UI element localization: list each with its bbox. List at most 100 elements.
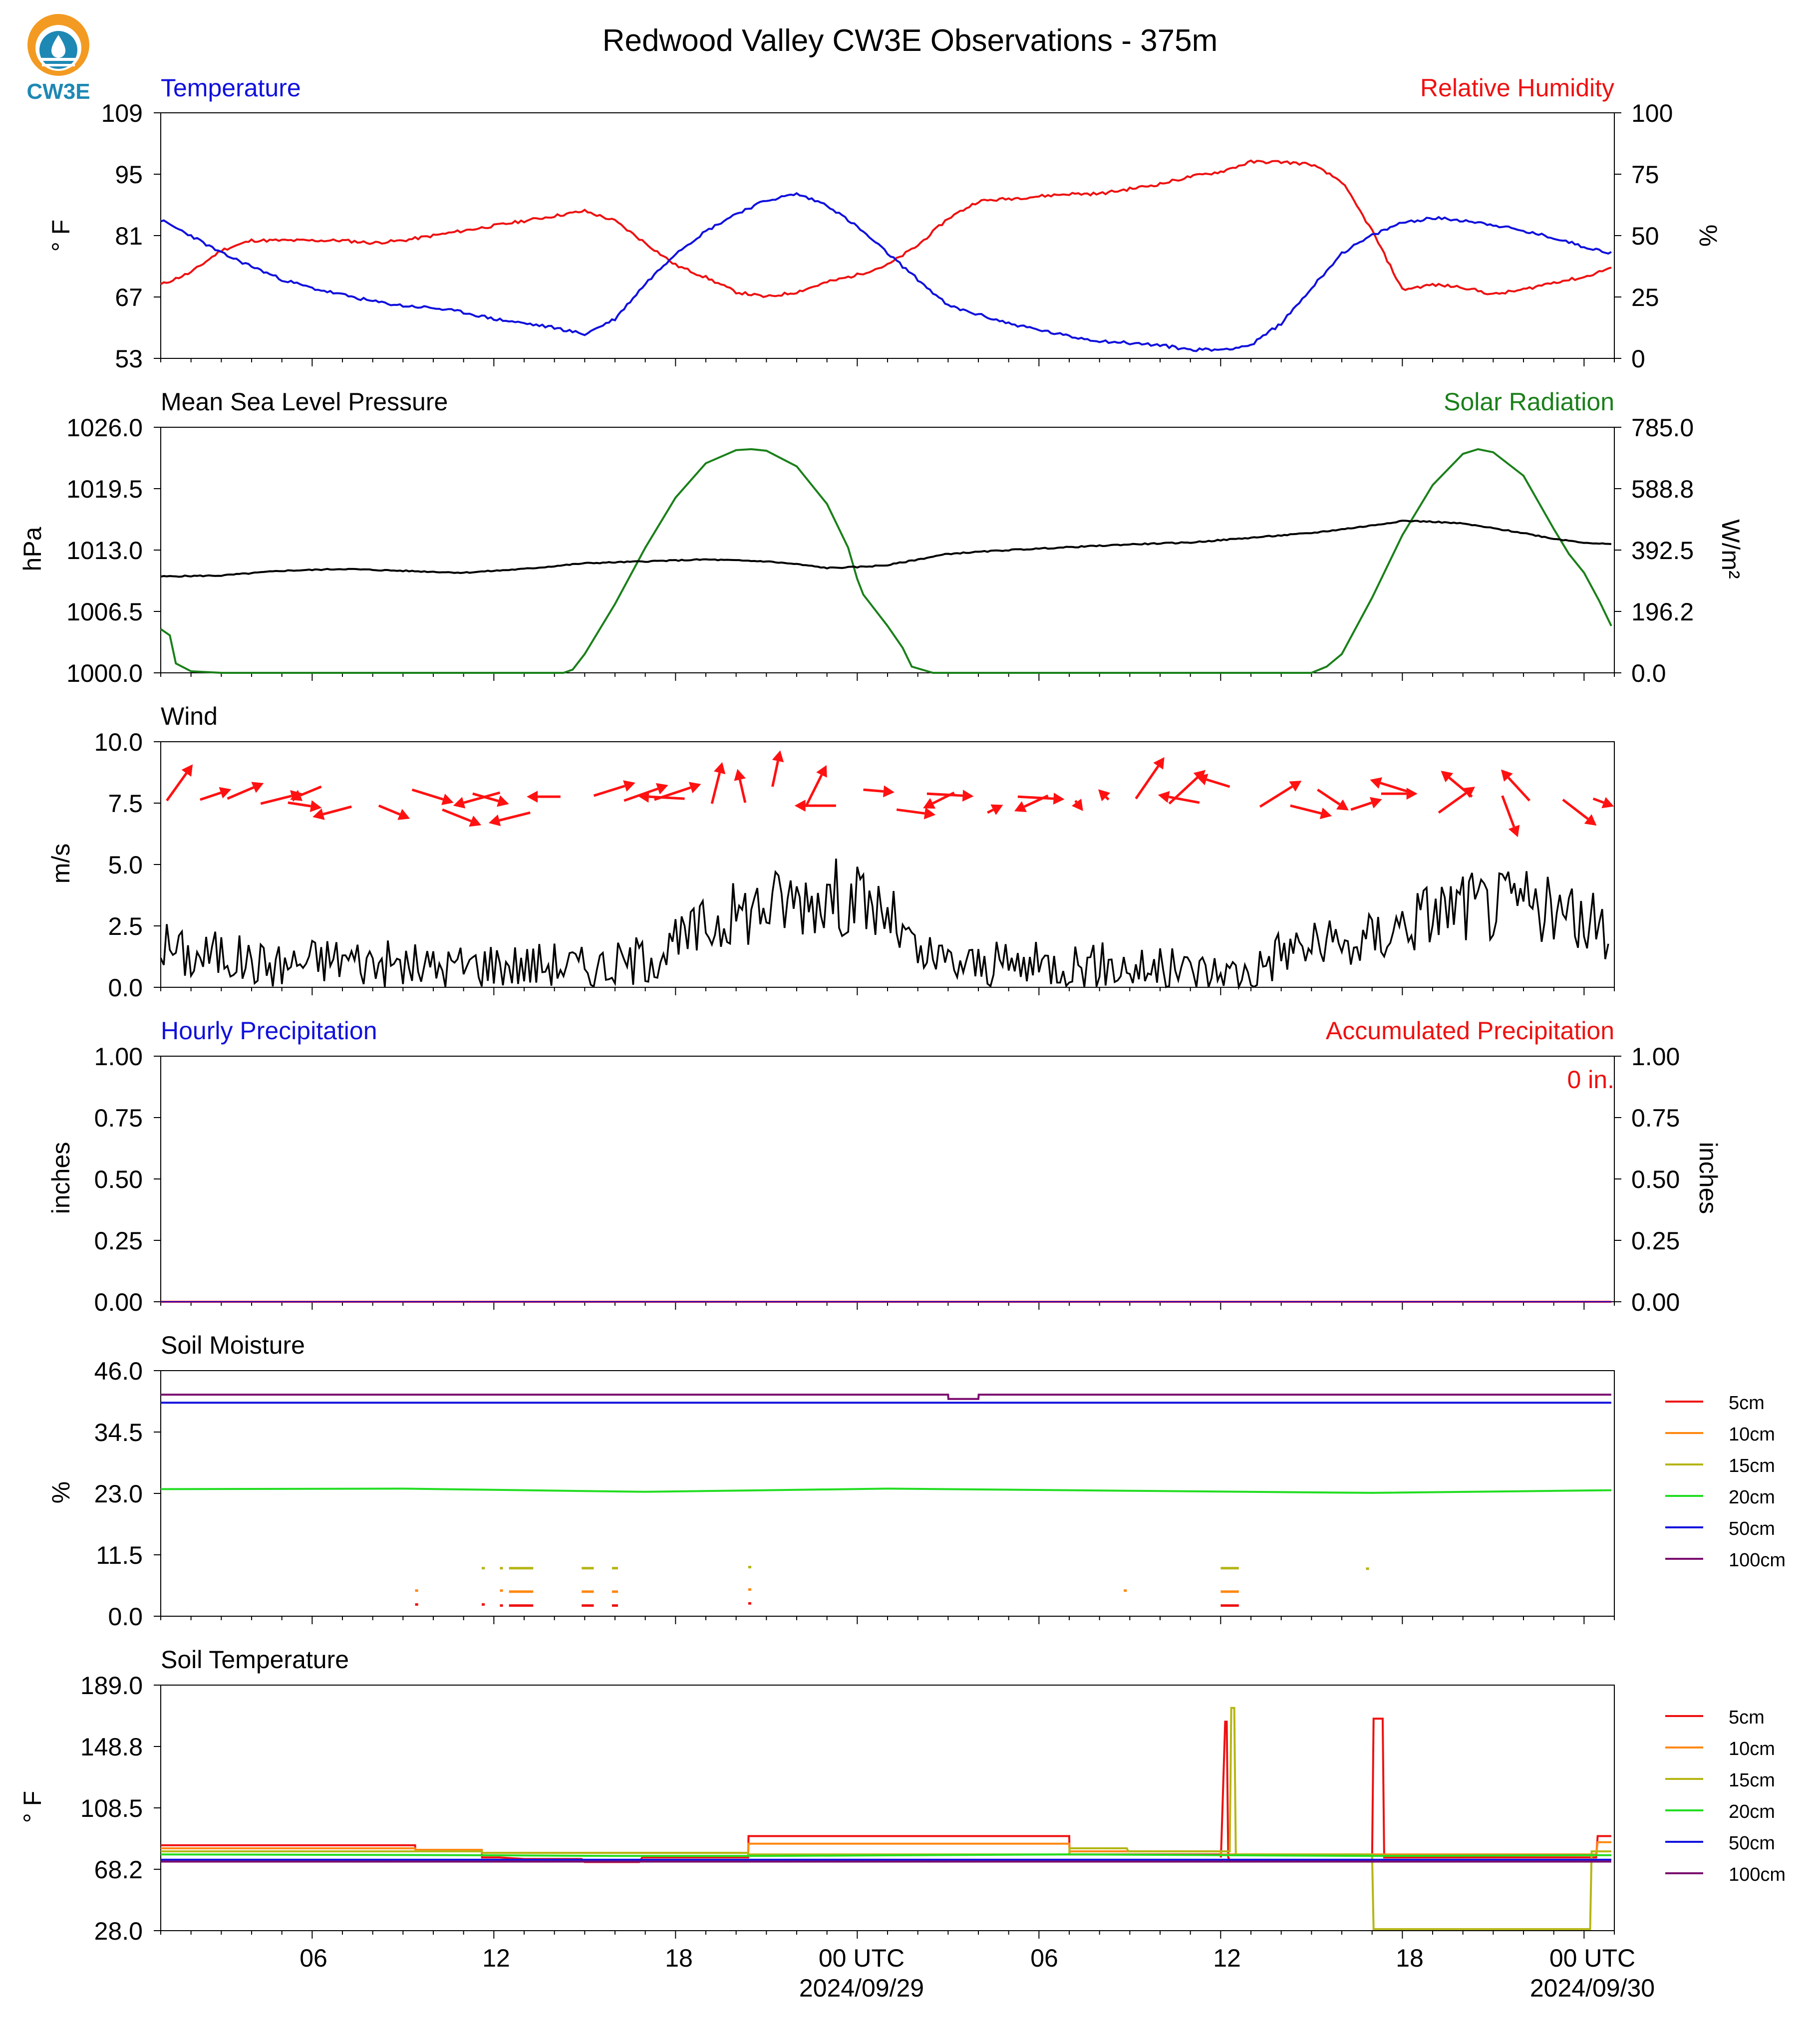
wind-arrow	[1259, 781, 1302, 808]
soil-moisture-points-10cm	[415, 1588, 1239, 1593]
pres-tick-1006: 1006.5	[66, 598, 143, 626]
panel-pressure-solar: Mean Sea Level Pressure Solar Radiation …	[18, 388, 1745, 687]
precip-y-ticks-right: 1.00 0.75 0.50 0.25 0.00	[1631, 1043, 1680, 1316]
wind-arrow-head	[1014, 801, 1027, 812]
wind-y-ticks: 10.0 7.5 5.0 2.5 0.0	[94, 728, 143, 1002]
wind-arrow-head	[469, 815, 482, 827]
soil-moisture-line-20cm	[160, 1487, 1611, 1494]
wind-arrow-shaft	[322, 805, 352, 816]
st-tick-148: 148.8	[80, 1733, 143, 1761]
wind-arrow-head	[623, 780, 635, 792]
wind-arrow-shaft	[1350, 801, 1372, 811]
accum-precip-total: 0 in.	[1567, 1066, 1614, 1094]
wind-arrow	[637, 791, 685, 803]
wind-arrow	[794, 800, 836, 812]
temperature-title: Temperature	[161, 74, 301, 102]
sm-tick-46: 46.0	[94, 1357, 143, 1385]
wind-arrow-head	[1463, 787, 1475, 798]
wind-tick-2.5: 2.5	[108, 912, 143, 940]
sm-legend-10cm: 10cm	[1729, 1424, 1775, 1445]
precip-tick-0: 0.00	[94, 1288, 143, 1316]
soil-temperature-line-15cm	[161, 1707, 1611, 1930]
wind-arrow-head	[1336, 799, 1349, 811]
wind-arrow-shaft	[260, 795, 292, 805]
wind-arrow-head	[1441, 771, 1454, 783]
st-legend-20cm: 20cm	[1729, 1801, 1775, 1822]
wind-arrow-shaft	[1290, 804, 1322, 815]
wind-arrow-head	[312, 808, 325, 820]
wind-arrow-shaft	[987, 809, 994, 814]
wind-arrow-shaft	[1501, 795, 1516, 828]
precip-r-tick-1: 1.00	[1631, 1043, 1680, 1071]
rh-tick-0: 0	[1631, 345, 1645, 373]
wind-arrow	[1158, 791, 1200, 804]
soil-moisture-line-100cm	[161, 1394, 1611, 1400]
wind-arrow-shaft	[1135, 765, 1160, 800]
st-legend-5cm: 5cm	[1729, 1707, 1765, 1728]
st-tick-28: 28.0	[94, 1917, 143, 1945]
sm-legend-100cm: 100cm	[1729, 1550, 1786, 1571]
temp-tick-81: 81	[115, 222, 143, 250]
temperature-line	[160, 192, 1612, 352]
wind-arrow-head	[497, 795, 509, 807]
wind-arrow-head	[816, 765, 827, 778]
x-tick-06-a: 06	[300, 1944, 327, 1972]
wind-arrow-head	[488, 814, 501, 827]
wind-arrow	[378, 804, 410, 820]
solar-tick-588: 588.8	[1631, 475, 1694, 503]
wind-arrow	[771, 750, 784, 787]
wind-arrow	[1135, 757, 1165, 800]
soil-moisture-title: Soil Moisture	[161, 1331, 305, 1359]
wind-arrow	[1098, 789, 1111, 802]
sm-tick-34.5: 34.5	[94, 1419, 143, 1447]
wind-arrow	[1370, 777, 1412, 794]
pressure-title: Mean Sea Level Pressure	[161, 388, 448, 416]
pressure-y-ticks: 1026.0 1019.5 1013.0 1006.5 1000.0	[66, 414, 143, 687]
solar-tick-392: 392.5	[1631, 537, 1694, 565]
pres-tick-1019: 1019.5	[66, 475, 143, 503]
wind-arrow-shaft	[378, 804, 400, 816]
wind-arrow	[1196, 774, 1230, 788]
humidity-axis-label: %	[1694, 225, 1722, 247]
wind-arrow-head	[1601, 797, 1614, 809]
wind-arrow-shaft	[648, 795, 685, 800]
wind-arrow-head	[1153, 757, 1165, 770]
wind-arrow-head	[1584, 814, 1597, 826]
precip-r-tick-0.5: 0.50	[1631, 1165, 1680, 1193]
wind-arrow-head	[251, 782, 264, 793]
hourly-precip-title: Hourly Precipitation	[161, 1017, 377, 1045]
wind-arrow-head	[713, 762, 726, 775]
wind-arrow	[863, 785, 895, 798]
wind-arrow-head	[1319, 807, 1332, 820]
plot-layer	[154, 112, 1621, 1939]
x-tick-12-a: 12	[482, 1944, 510, 1972]
soil-temperature-title: Soil Temperature	[161, 1646, 349, 1674]
soil-temperature-y-ticks: 189.0 148.8 108.5 68.2 28.0	[80, 1672, 143, 1945]
wind-arrow	[896, 807, 936, 820]
wind-axis-label: m/s	[47, 844, 75, 884]
wind-tick-10: 10.0	[94, 728, 143, 756]
st-tick-189: 189.0	[80, 1672, 143, 1700]
soil-moisture-y-ticks: 46.0 34.5 23.0 11.5 0.0	[94, 1357, 143, 1631]
wind-arrow	[1438, 787, 1475, 814]
soil-temperature-line-20cm	[160, 1853, 1611, 1857]
panel-precipitation: Hourly Precipitation Accumulated Precipi…	[47, 1017, 1722, 1316]
wind-arrow-shaft	[1562, 799, 1589, 820]
wind-arrow-head	[309, 800, 322, 812]
wind-arrow-head	[1053, 793, 1065, 805]
wind-title: Wind	[161, 702, 218, 730]
wind-arrow-shaft	[442, 808, 472, 823]
st-legend-10cm: 10cm	[1729, 1738, 1775, 1759]
wind-arrow	[1071, 799, 1083, 811]
wind-arrow	[200, 787, 232, 801]
x-tick-18-b: 18	[1396, 1944, 1424, 1972]
wind-arrow-head	[527, 791, 538, 803]
panel-5-frame	[154, 1370, 1615, 1624]
x-tick-00utc-b: 00 UTC	[1549, 1944, 1635, 1972]
sm-tick-23: 23.0	[94, 1480, 143, 1508]
wind-arrow	[1290, 804, 1332, 820]
temp-tick-109: 109	[101, 99, 143, 127]
wind-arrow-head	[1406, 788, 1418, 800]
wind-arrow	[1381, 788, 1418, 800]
